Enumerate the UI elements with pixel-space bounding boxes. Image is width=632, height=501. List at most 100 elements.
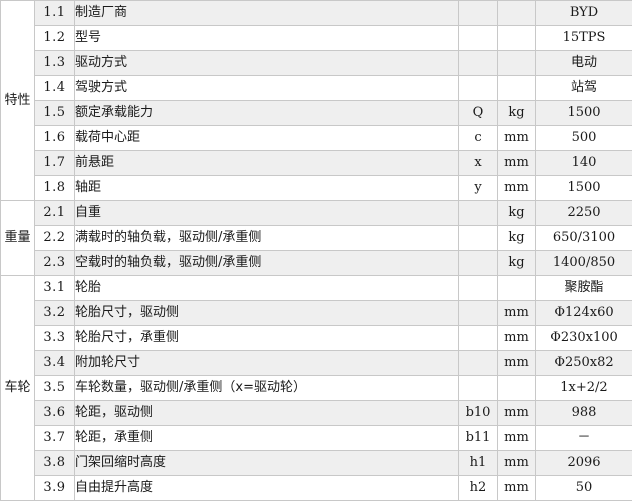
row-symbol: b11 [459, 426, 498, 451]
row-symbol [459, 226, 498, 251]
row-number: 1.1 [35, 1, 75, 26]
row-value: 2096 [536, 451, 632, 476]
row-symbol [459, 251, 498, 276]
row-value: Φ124x60 [536, 301, 632, 326]
row-symbol: b10 [459, 401, 498, 426]
row-symbol [459, 276, 498, 301]
row-description: 制造厂商 [75, 1, 459, 26]
row-value: 15TPS [536, 26, 632, 51]
row-number: 3.3 [35, 326, 75, 351]
row-description: 轮距，承重侧 [75, 426, 459, 451]
row-description: 车轮数量，驱动侧/承重侧（x=驱动轮） [75, 376, 459, 401]
row-description: 载荷中心距 [75, 126, 459, 151]
row-number: 3.4 [35, 351, 75, 376]
row-value: 2250 [536, 201, 632, 226]
row-value: 聚胺酯 [536, 276, 632, 301]
row-value: 1400/850 [536, 251, 632, 276]
row-symbol [459, 201, 498, 226]
row-description: 空载时的轴负载，驱动侧/承重侧 [75, 251, 459, 276]
row-number: 1.7 [35, 151, 75, 176]
row-number: 1.4 [35, 76, 75, 101]
row-number: 1.8 [35, 176, 75, 201]
row-unit: mm [498, 326, 536, 351]
row-unit: mm [498, 426, 536, 451]
row-description: 驱动方式 [75, 51, 459, 76]
row-description: 门架回缩时高度 [75, 451, 459, 476]
row-number: 1.6 [35, 126, 75, 151]
row-symbol [459, 1, 498, 26]
row-description: 满载时的轴负载，驱动侧/承重侧 [75, 226, 459, 251]
row-value: － [536, 426, 632, 451]
row-number: 3.6 [35, 401, 75, 426]
row-unit [498, 76, 536, 101]
row-description: 轮胎尺寸，承重侧 [75, 326, 459, 351]
row-symbol [459, 351, 498, 376]
row-value: 1500 [536, 176, 632, 201]
row-unit: mm [498, 301, 536, 326]
row-value: BYD [536, 1, 632, 26]
row-unit: mm [498, 176, 536, 201]
row-value: 500 [536, 126, 632, 151]
row-symbol [459, 51, 498, 76]
row-number: 1.2 [35, 26, 75, 51]
row-value: 50 [536, 476, 632, 501]
row-number: 2.1 [35, 201, 75, 226]
row-description: 轴距 [75, 176, 459, 201]
row-symbol: x [459, 151, 498, 176]
row-description: 前悬距 [75, 151, 459, 176]
row-symbol: h2 [459, 476, 498, 501]
row-description: 轮胎尺寸，驱动侧 [75, 301, 459, 326]
row-unit: mm [498, 401, 536, 426]
row-unit [498, 276, 536, 301]
row-description: 轮距，驱动侧 [75, 401, 459, 426]
row-unit [498, 1, 536, 26]
row-value: 1500 [536, 101, 632, 126]
row-number: 3.9 [35, 476, 75, 501]
row-unit: kg [498, 251, 536, 276]
row-symbol [459, 76, 498, 101]
group-label: 重量 [1, 201, 35, 276]
row-unit: mm [498, 126, 536, 151]
row-unit: mm [498, 476, 536, 501]
row-value: Φ230x100 [536, 326, 632, 351]
row-description: 驾驶方式 [75, 76, 459, 101]
group-label: 特性 [1, 1, 35, 201]
row-number: 1.3 [35, 51, 75, 76]
row-symbol: Q [459, 101, 498, 126]
row-value: 140 [536, 151, 632, 176]
row-unit [498, 26, 536, 51]
row-number: 1.5 [35, 101, 75, 126]
row-description: 轮胎 [75, 276, 459, 301]
row-description: 自由提升高度 [75, 476, 459, 501]
row-symbol [459, 376, 498, 401]
row-symbol [459, 326, 498, 351]
row-value: 1x+2/2 [536, 376, 632, 401]
row-description: 自重 [75, 201, 459, 226]
row-unit: mm [498, 351, 536, 376]
row-number: 3.1 [35, 276, 75, 301]
row-symbol: c [459, 126, 498, 151]
row-symbol: y [459, 176, 498, 201]
row-symbol [459, 301, 498, 326]
